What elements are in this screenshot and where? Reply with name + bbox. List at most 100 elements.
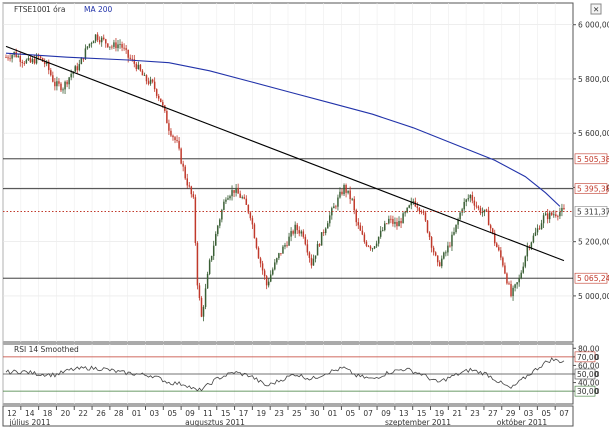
x-tick-label: 09 [381, 409, 391, 418]
candle-body [45, 61, 48, 65]
candle-body [64, 81, 66, 90]
candle-body [184, 166, 186, 179]
legend-symbol[interactable]: FTSE100 [14, 5, 47, 14]
x-tick-label: 03 [150, 409, 160, 418]
candle-body [308, 252, 311, 258]
candle-body [292, 231, 294, 234]
candle-body [459, 212, 461, 220]
candle-body [84, 48, 87, 60]
candle-body [62, 89, 64, 91]
candle-body [48, 61, 50, 71]
y-tick-label: 5 200,00 [578, 238, 609, 247]
candle-body [66, 81, 68, 85]
candle-body [294, 224, 296, 234]
candle-body [436, 255, 439, 263]
candle-body [304, 236, 307, 245]
candle-body [139, 64, 142, 71]
candle-body [453, 232, 455, 235]
candle-body [127, 49, 129, 58]
level-label: 5 395,38 [577, 185, 609, 194]
candle-body [384, 223, 386, 231]
candle-body [157, 95, 160, 99]
candle-body [100, 37, 103, 43]
candle-body [422, 212, 425, 214]
candle-body [449, 245, 451, 247]
candle-body [544, 213, 547, 216]
candle-body [60, 83, 62, 91]
candle-body [223, 201, 225, 210]
candle-body [111, 46, 113, 48]
candle-body [123, 47, 125, 49]
legend-ma[interactable]: MA 200 [84, 5, 113, 14]
candle-body [121, 44, 123, 48]
candle-body [381, 230, 384, 231]
candle-body [331, 208, 333, 216]
x-tick-label: 29 [506, 409, 516, 418]
candle-body [217, 225, 219, 234]
candle-body [278, 253, 280, 259]
candle-body [269, 274, 272, 282]
y-tick-label: 5 800,00 [578, 75, 609, 84]
candle-body [113, 42, 115, 47]
candle-body [443, 252, 445, 259]
candle-body [178, 140, 180, 149]
x-tick-label: 30 [310, 409, 320, 418]
candle-body [496, 243, 498, 248]
candle-body [318, 244, 321, 246]
candle-body [512, 287, 514, 297]
candle-body [96, 34, 99, 41]
candle-body [282, 246, 284, 254]
candle-body [202, 306, 205, 317]
candle-body [92, 41, 95, 44]
candle-body [445, 252, 447, 254]
candle-body [188, 185, 191, 187]
window-button[interactable] [590, 3, 602, 15]
candle-body [333, 206, 335, 209]
candle-body [557, 215, 559, 217]
candle-body [406, 207, 408, 213]
candle-body [237, 188, 239, 194]
candle-body [272, 269, 274, 275]
candle-body [339, 191, 341, 198]
candle-body [280, 253, 282, 254]
candle-body [386, 223, 388, 225]
candle-body [522, 266, 524, 273]
candle-body [502, 257, 504, 266]
candle-body [151, 79, 154, 82]
candle-body [469, 195, 472, 199]
candle-body [434, 252, 437, 256]
candle-body [550, 212, 553, 215]
trend-line [5, 45, 565, 262]
x-tick-label: 23 [274, 409, 284, 418]
candle-body [15, 51, 17, 58]
candle-body [540, 223, 543, 230]
candle-body [353, 198, 355, 211]
candle-body [41, 58, 44, 62]
y-tick-label: 5 600,00 [578, 129, 609, 138]
candle-body [416, 206, 419, 209]
candle-body [70, 73, 72, 78]
x-tick-label: 03 [524, 409, 534, 418]
x-tick-label: 09 [185, 409, 195, 418]
candle-body [168, 123, 170, 131]
candle-body [548, 212, 551, 220]
candle-body [241, 197, 243, 199]
candle-body [172, 135, 174, 138]
candle-body [162, 102, 164, 106]
candle-body [365, 241, 368, 246]
candle-body [530, 242, 533, 248]
legend-rsi[interactable]: RSI 14 Smoothed [14, 345, 79, 354]
x-tick-label: 22 [78, 409, 88, 418]
candle-body [56, 81, 58, 87]
candle-body [465, 199, 467, 202]
x-tick-label: 01 [328, 409, 338, 418]
candle-body [105, 39, 107, 44]
candle-body [284, 245, 286, 247]
candle-body [447, 245, 449, 253]
legend-interval[interactable]: 1 óra [46, 5, 65, 14]
y-tick-label: 6 000,00 [578, 21, 609, 30]
candle-body [516, 282, 518, 285]
candle-body [276, 258, 278, 263]
candle-body [267, 281, 270, 286]
candle-body [532, 235, 535, 243]
